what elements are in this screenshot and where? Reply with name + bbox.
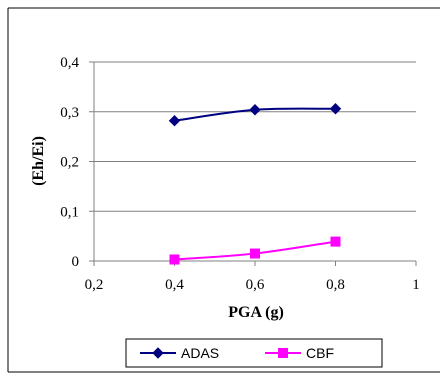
series-cbf [169, 236, 341, 265]
tick-labels: 0 0,1 0,2 0,3 0,4 0,2 0,4 0,6 0,8 1 [60, 55, 420, 293]
legend-item-adas: ADAS [140, 345, 219, 361]
legend-marker-adas [152, 347, 164, 359]
point-cbf-0 [169, 254, 180, 265]
legend-label-adas: ADAS [181, 345, 219, 361]
x-tick-label-4: 1 [412, 277, 420, 293]
x-tick-label-1: 0,4 [165, 277, 184, 293]
y-axis-title: (Eh/Ei) [30, 136, 47, 186]
y-tick-label-2: 0,2 [60, 155, 79, 171]
point-adas-0 [168, 114, 181, 127]
y-tick-label-4: 0,4 [60, 55, 79, 71]
x-tick-label-0: 0,2 [85, 277, 104, 293]
x-tick-label-2: 0,6 [246, 277, 265, 293]
y-tick-label-1: 0,1 [60, 204, 79, 220]
axes [89, 61, 417, 266]
series [168, 103, 342, 265]
point-adas-1 [249, 104, 261, 116]
point-cbf-2 [330, 236, 341, 247]
legend-label-cbf: CBF [306, 345, 334, 361]
grid-lines [94, 61, 416, 212]
series-adas [168, 103, 342, 127]
y-tick-label-3: 0,3 [60, 105, 79, 121]
point-cbf-1 [250, 248, 260, 259]
legend-item-cbf: CBF [265, 345, 334, 361]
x-tick-label-3: 0,8 [326, 277, 345, 293]
y-tick-label-0: 0 [72, 254, 80, 270]
legend: ADAS CBF [125, 338, 383, 368]
point-adas-2 [329, 103, 342, 115]
legend-marker-cbf [278, 348, 288, 358]
x-axis-title: PGA (g) [228, 304, 284, 321]
